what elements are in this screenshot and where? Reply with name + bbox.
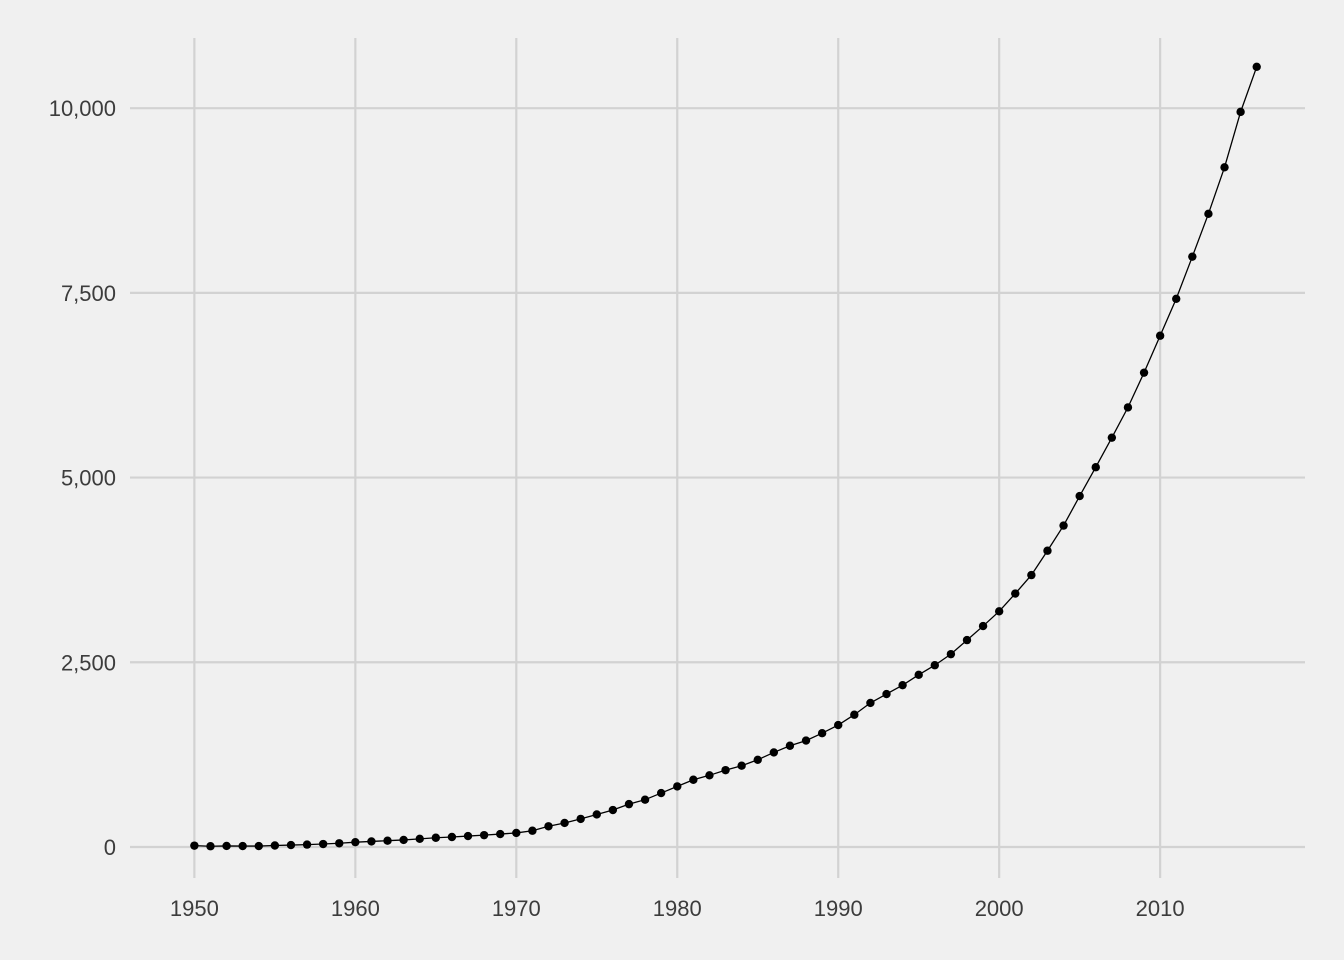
x-tick-label: 2010	[1136, 896, 1185, 921]
data-point	[351, 837, 360, 847]
data-point	[335, 839, 344, 848]
data-point	[270, 841, 280, 850]
data-point	[431, 833, 441, 842]
data-point	[383, 836, 392, 845]
data-point	[1188, 252, 1197, 261]
y-tick-label: 5,000	[61, 466, 116, 491]
data-point	[640, 795, 650, 804]
data-point	[1236, 107, 1245, 117]
data-point	[882, 689, 891, 699]
data-point	[544, 822, 553, 831]
data-point	[463, 831, 473, 841]
data-point	[834, 720, 843, 730]
x-tick-label: 1970	[492, 896, 541, 921]
data-point	[673, 782, 682, 791]
data-point	[222, 841, 231, 851]
data-point	[318, 839, 328, 849]
data-point	[1139, 368, 1149, 377]
data-point	[801, 736, 811, 745]
data-point	[496, 829, 505, 839]
data-point	[785, 741, 795, 750]
x-tick-label: 1990	[814, 896, 863, 921]
data-point	[206, 842, 215, 851]
series	[190, 62, 1261, 851]
data-point	[302, 840, 312, 849]
y-tick-label: 2,500	[61, 650, 116, 675]
data-point	[512, 828, 521, 838]
data-point	[1107, 433, 1117, 442]
data-point	[1220, 163, 1229, 172]
data-point	[1204, 209, 1213, 219]
data-point	[1075, 491, 1084, 501]
x-tick-label: 1980	[653, 896, 702, 921]
data-point	[367, 837, 376, 846]
data-point	[850, 710, 859, 719]
data-point	[962, 635, 972, 645]
data-point	[592, 810, 601, 819]
data-point	[930, 661, 939, 670]
data-point	[866, 698, 875, 708]
data-point	[479, 830, 489, 840]
data-point	[817, 729, 827, 738]
data-point	[608, 805, 618, 815]
data-point	[1043, 546, 1052, 555]
data-point	[721, 765, 730, 775]
grid	[130, 38, 1305, 878]
data-point	[1252, 62, 1261, 72]
data-point	[753, 755, 762, 764]
data-point	[415, 834, 424, 844]
data-point	[528, 826, 537, 835]
data-point	[1027, 570, 1036, 580]
data-point	[576, 814, 585, 824]
data-point	[238, 841, 247, 851]
data-point	[1011, 589, 1020, 598]
data-point	[769, 748, 779, 757]
data-point	[689, 775, 698, 784]
data-point	[624, 799, 634, 809]
data-point	[1091, 463, 1100, 472]
y-tick-label: 0	[104, 835, 116, 860]
data-point	[254, 841, 263, 851]
data-point	[946, 649, 956, 659]
data-point	[1155, 331, 1165, 340]
y-tick-label: 7,500	[61, 281, 116, 306]
data-point	[560, 818, 569, 828]
y-tick-label: 10,000	[49, 96, 116, 121]
data-point	[656, 788, 666, 798]
data-point	[1172, 294, 1181, 303]
data-point	[190, 841, 199, 850]
data-point	[978, 621, 988, 631]
data-point	[1059, 521, 1068, 530]
data-point	[447, 832, 457, 842]
data-point	[1123, 403, 1133, 412]
data-point	[994, 607, 1004, 616]
x-tick-label: 2000	[975, 896, 1024, 921]
data-point	[399, 835, 408, 845]
data-point	[914, 670, 923, 680]
data-point	[898, 680, 907, 690]
x-tick-label: 1950	[170, 896, 219, 921]
x-tick-label: 1960	[331, 896, 380, 921]
data-point	[737, 761, 746, 770]
axis-tick-labels: 0 2,500 5,000 7,500 10,000 1950 1960 1970 1980 19…	[49, 96, 1185, 921]
data-point	[286, 840, 296, 850]
series-line	[194, 66, 1258, 847]
data-point	[705, 771, 714, 780]
